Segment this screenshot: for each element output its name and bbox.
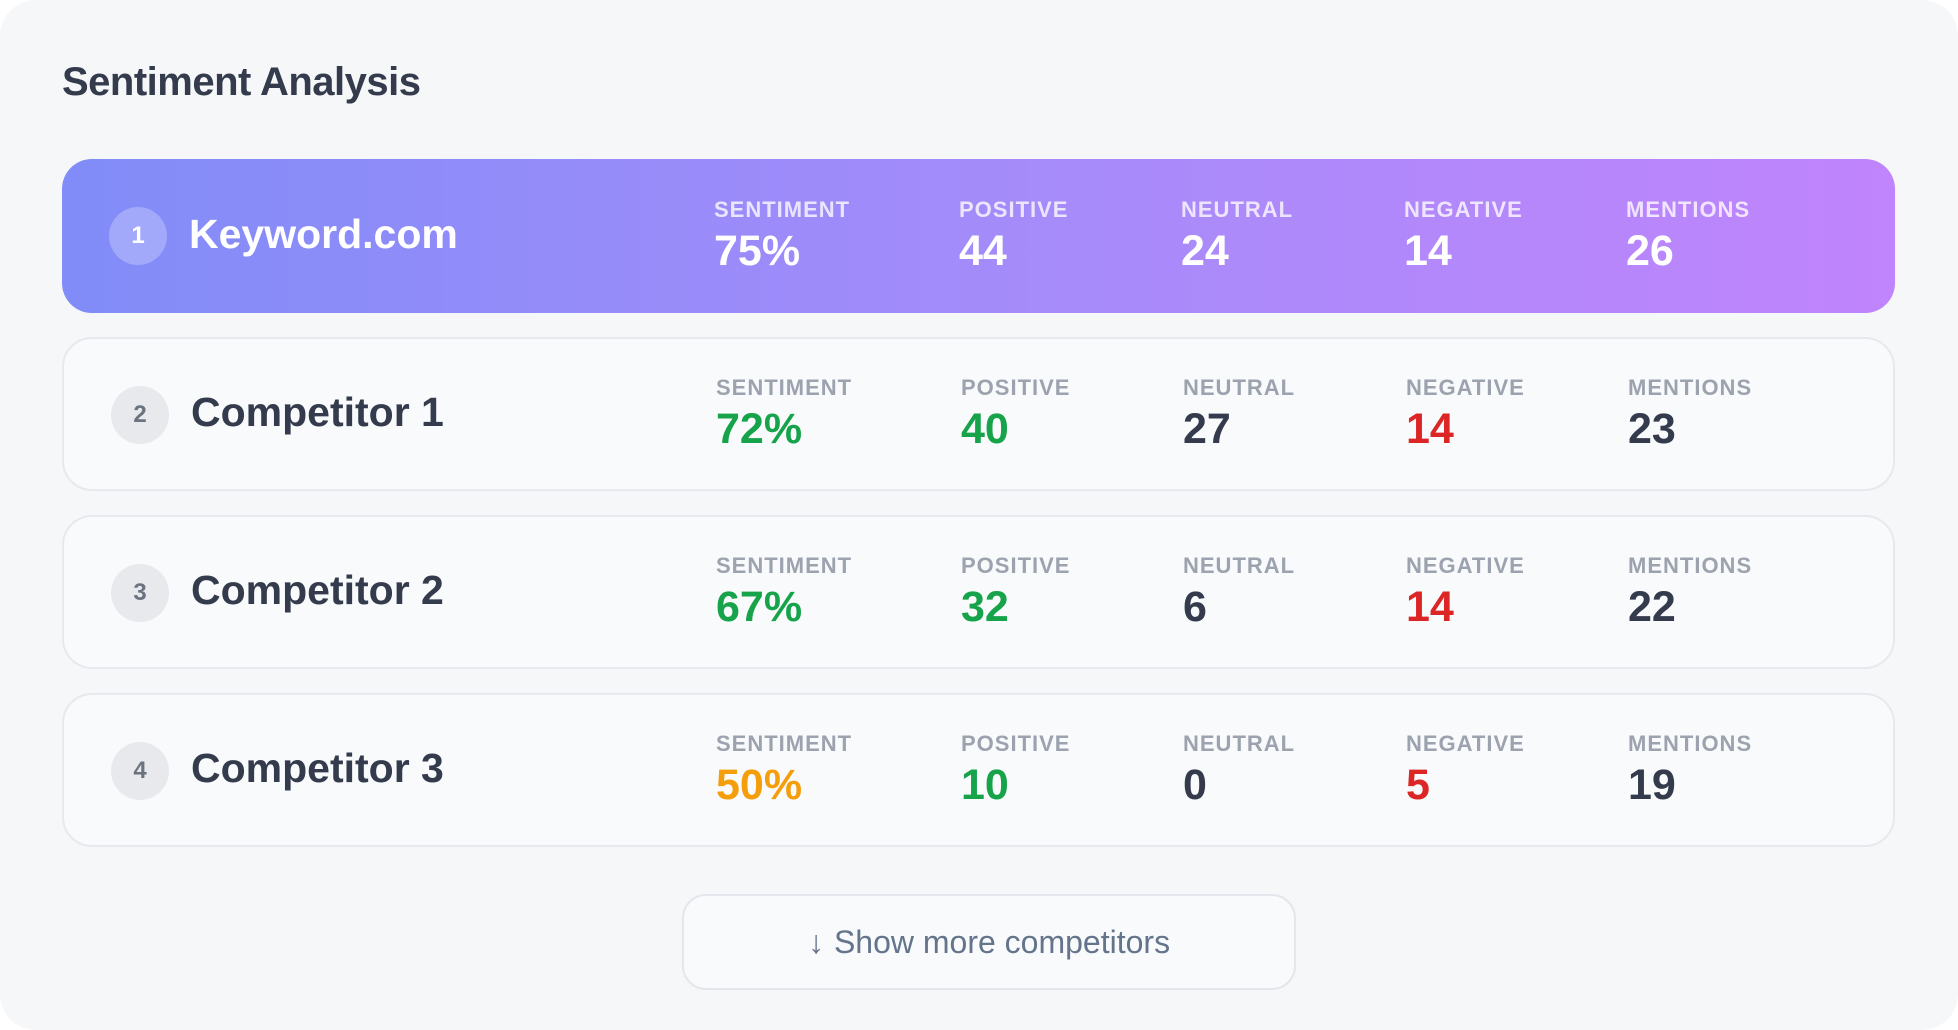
sentiment-value: 72% <box>716 405 803 453</box>
positive-metric: POSITIVE 32 <box>961 553 1070 632</box>
competitor-row[interactable]: 1 Keyword.com SENTIMENT 75% POSITIVE 44 … <box>62 159 1895 313</box>
negative-metric: NEGATIVE 5 <box>1406 731 1525 810</box>
negative-label: NEGATIVE <box>1406 553 1525 578</box>
positive-label: POSITIVE <box>961 375 1071 400</box>
show-more-label: Show more competitors <box>833 923 1171 960</box>
mentions-value: 22 <box>1628 583 1676 631</box>
show-more-competitors-button[interactable]: ↓ Show more competitors <box>682 894 1296 990</box>
mentions-value: 23 <box>1628 405 1676 453</box>
neutral-value: 0 <box>1183 761 1207 809</box>
panel-title: Sentiment Analysis <box>62 60 421 104</box>
sentiment-value: 50% <box>716 761 803 809</box>
sentiment-metric: SENTIMENT 50% <box>716 731 852 810</box>
neutral-value: 27 <box>1183 405 1231 453</box>
neutral-metric: NEUTRAL 0 <box>1183 731 1295 810</box>
competitor-name: Competitor 3 <box>191 745 444 791</box>
mentions-label: MENTIONS <box>1628 375 1753 400</box>
positive-value: 40 <box>961 405 1009 453</box>
mentions-label: MENTIONS <box>1628 553 1753 578</box>
positive-value: 10 <box>961 761 1009 809</box>
mentions-metric: MENTIONS 26 <box>1626 197 1750 276</box>
negative-metric: NEGATIVE 14 <box>1404 197 1523 276</box>
sentiment-metric: SENTIMENT 75% <box>714 197 850 276</box>
competitor-row[interactable]: 3 Competitor 2 SENTIMENT 67% POSITIVE 32… <box>62 515 1895 669</box>
negative-value: 14 <box>1406 583 1454 631</box>
rank-badge: 3 <box>111 564 169 622</box>
sentiment-label: SENTIMENT <box>716 375 853 400</box>
positive-metric: POSITIVE 40 <box>961 375 1070 454</box>
negative-metric: NEGATIVE 14 <box>1406 553 1525 632</box>
neutral-metric: NEUTRAL 24 <box>1181 197 1293 276</box>
negative-label: NEGATIVE <box>1406 731 1525 756</box>
neutral-metric: NEUTRAL 6 <box>1183 553 1295 632</box>
positive-metric: POSITIVE 44 <box>959 197 1068 276</box>
positive-metric: POSITIVE 10 <box>961 731 1070 810</box>
competitor-row[interactable]: 4 Competitor 3 SENTIMENT 50% POSITIVE 10… <box>62 693 1895 847</box>
rank-badge: 4 <box>111 742 169 800</box>
negative-label: NEGATIVE <box>1404 197 1523 222</box>
sentiment-label: SENTIMENT <box>716 553 853 578</box>
sentiment-value: 75% <box>714 227 801 275</box>
neutral-label: NEUTRAL <box>1183 375 1296 400</box>
neutral-value: 24 <box>1181 227 1229 275</box>
neutral-label: NEUTRAL <box>1183 553 1296 578</box>
arrow-down-icon: ↓ <box>807 923 824 960</box>
sentiment-metric: SENTIMENT 67% <box>716 553 852 632</box>
mentions-value: 26 <box>1626 227 1674 275</box>
rank-badge: 2 <box>111 386 169 444</box>
neutral-value: 6 <box>1183 583 1207 631</box>
negative-metric: NEGATIVE 14 <box>1406 375 1525 454</box>
negative-value: 5 <box>1406 761 1430 809</box>
neutral-label: NEUTRAL <box>1181 197 1294 222</box>
mentions-metric: MENTIONS 23 <box>1628 375 1752 454</box>
negative-value: 14 <box>1404 227 1452 275</box>
mentions-label: MENTIONS <box>1626 197 1751 222</box>
negative-label: NEGATIVE <box>1406 375 1525 400</box>
negative-value: 14 <box>1406 405 1454 453</box>
positive-label: POSITIVE <box>961 553 1071 578</box>
mentions-value: 19 <box>1628 761 1676 809</box>
sentiment-metric: SENTIMENT 72% <box>716 375 852 454</box>
positive-value: 44 <box>959 227 1007 275</box>
positive-value: 32 <box>961 583 1009 631</box>
neutral-metric: NEUTRAL 27 <box>1183 375 1295 454</box>
sentiment-value: 67% <box>716 583 803 631</box>
competitor-row[interactable]: 2 Competitor 1 SENTIMENT 72% POSITIVE 40… <box>62 337 1895 491</box>
sentiment-label: SENTIMENT <box>714 197 851 222</box>
competitor-name: Keyword.com <box>189 211 458 257</box>
positive-label: POSITIVE <box>959 197 1069 222</box>
neutral-label: NEUTRAL <box>1183 731 1296 756</box>
competitor-name: Competitor 2 <box>191 567 444 613</box>
rank-badge: 1 <box>109 207 167 265</box>
mentions-metric: MENTIONS 19 <box>1628 731 1752 810</box>
positive-label: POSITIVE <box>961 731 1071 756</box>
mentions-metric: MENTIONS 22 <box>1628 553 1752 632</box>
sentiment-label: SENTIMENT <box>716 731 853 756</box>
competitor-name: Competitor 1 <box>191 389 444 435</box>
mentions-label: MENTIONS <box>1628 731 1753 756</box>
